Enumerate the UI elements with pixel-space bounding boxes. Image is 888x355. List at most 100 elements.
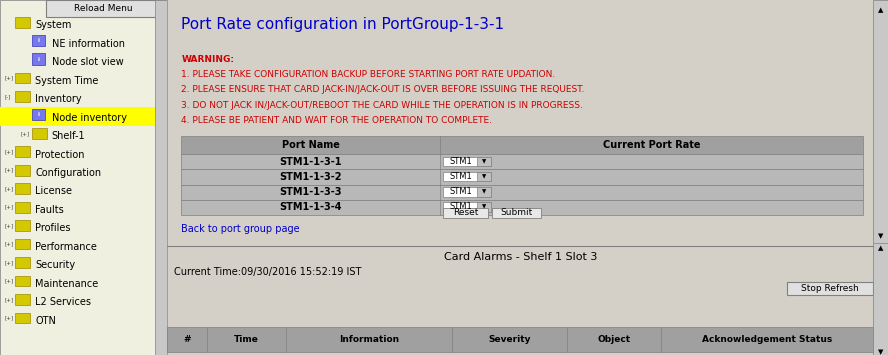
Text: L2 Services: L2 Services	[35, 297, 91, 307]
FancyBboxPatch shape	[15, 147, 30, 157]
FancyBboxPatch shape	[873, 243, 888, 355]
FancyBboxPatch shape	[443, 208, 488, 218]
FancyBboxPatch shape	[477, 157, 491, 166]
Text: [+]: [+]	[4, 316, 13, 321]
FancyBboxPatch shape	[181, 154, 863, 169]
FancyBboxPatch shape	[155, 0, 167, 355]
FancyBboxPatch shape	[15, 220, 30, 231]
Text: 3. DO NOT JACK IN/JACK-OUT/REBOOT THE CARD WHILE THE OPERATION IS IN PROGRESS.: 3. DO NOT JACK IN/JACK-OUT/REBOOT THE CA…	[181, 101, 583, 110]
Text: Shelf-1: Shelf-1	[52, 131, 85, 141]
Text: ▼: ▼	[482, 174, 487, 179]
Text: Card Alarms - Shelf 1 Slot 3: Card Alarms - Shelf 1 Slot 3	[444, 252, 597, 262]
Text: ▲: ▲	[877, 245, 884, 251]
Text: License: License	[35, 186, 72, 196]
FancyBboxPatch shape	[15, 91, 30, 102]
FancyBboxPatch shape	[0, 107, 155, 126]
FancyBboxPatch shape	[181, 185, 863, 200]
Text: STM1: STM1	[449, 157, 472, 166]
FancyBboxPatch shape	[32, 35, 45, 47]
Text: Reload Menu: Reload Menu	[75, 4, 133, 13]
Text: ▼: ▼	[482, 159, 487, 164]
Text: Submit: Submit	[500, 208, 533, 217]
Text: STM1-1-3-2: STM1-1-3-2	[280, 172, 342, 182]
Text: [+]: [+]	[4, 76, 13, 81]
Text: Node slot view: Node slot view	[52, 57, 123, 67]
FancyBboxPatch shape	[492, 208, 541, 218]
FancyBboxPatch shape	[477, 172, 491, 181]
Text: i: i	[37, 57, 39, 62]
Text: Port Rate configuration in PortGroup-1-3-1: Port Rate configuration in PortGroup-1-3…	[181, 17, 504, 32]
Text: 2. PLEASE ENSURE THAT CARD JACK-IN/JACK-OUT IS OVER BEFORE ISSUING THE REQUEST.: 2. PLEASE ENSURE THAT CARD JACK-IN/JACK-…	[181, 85, 584, 94]
Text: i: i	[37, 112, 39, 117]
Text: Current Time:09/30/2016 15:52:19 IST: Current Time:09/30/2016 15:52:19 IST	[174, 267, 361, 277]
Text: Object: Object	[598, 335, 630, 344]
Text: ▼: ▼	[877, 349, 884, 355]
FancyBboxPatch shape	[0, 0, 167, 355]
Text: OTN: OTN	[35, 316, 56, 326]
FancyBboxPatch shape	[15, 313, 30, 323]
Text: WARNING:: WARNING:	[181, 55, 234, 64]
Text: i: i	[37, 38, 39, 43]
FancyBboxPatch shape	[477, 202, 491, 212]
FancyBboxPatch shape	[15, 202, 30, 213]
FancyBboxPatch shape	[443, 172, 491, 181]
Text: ▼: ▼	[877, 233, 884, 239]
Text: [+]: [+]	[4, 279, 13, 284]
Text: #: #	[183, 335, 191, 344]
Text: Severity: Severity	[488, 335, 531, 344]
Text: [-]: [-]	[4, 94, 11, 99]
Text: [+]: [+]	[4, 242, 13, 247]
FancyBboxPatch shape	[15, 257, 30, 268]
Text: Profiles: Profiles	[35, 223, 70, 233]
Text: Information: Information	[339, 335, 399, 344]
Text: [+]: [+]	[4, 149, 13, 154]
Text: [+]: [+]	[4, 223, 13, 228]
Text: Stop Refresh: Stop Refresh	[801, 284, 859, 293]
Text: Inventory: Inventory	[35, 94, 82, 104]
FancyBboxPatch shape	[873, 0, 888, 243]
Text: Maintenance: Maintenance	[35, 279, 99, 289]
Text: Port Name: Port Name	[281, 140, 340, 150]
FancyBboxPatch shape	[15, 184, 30, 194]
Text: System Time: System Time	[35, 76, 99, 86]
FancyBboxPatch shape	[15, 165, 30, 176]
Text: Security: Security	[35, 260, 75, 270]
FancyBboxPatch shape	[32, 54, 45, 65]
FancyBboxPatch shape	[181, 200, 863, 215]
Text: Current Port Rate: Current Port Rate	[603, 140, 701, 150]
Text: Faults: Faults	[35, 205, 64, 215]
FancyBboxPatch shape	[32, 109, 45, 120]
Text: Node inventory: Node inventory	[52, 113, 127, 122]
Text: Back to port group page: Back to port group page	[181, 224, 300, 234]
Text: STM1: STM1	[449, 172, 472, 181]
FancyBboxPatch shape	[443, 202, 491, 212]
FancyBboxPatch shape	[15, 276, 30, 286]
Text: [+]: [+]	[4, 260, 13, 265]
Text: [+]: [+]	[4, 186, 13, 191]
FancyBboxPatch shape	[167, 327, 873, 352]
Text: Performance: Performance	[35, 242, 97, 252]
Text: Acknowledgement Status: Acknowledgement Status	[702, 335, 832, 344]
FancyBboxPatch shape	[15, 294, 30, 305]
Text: [+]: [+]	[20, 131, 30, 136]
FancyBboxPatch shape	[15, 73, 30, 83]
FancyBboxPatch shape	[787, 282, 873, 295]
Text: ▲: ▲	[877, 7, 884, 13]
Text: STM1-1-3-4: STM1-1-3-4	[280, 202, 342, 212]
Text: STM1: STM1	[449, 202, 472, 211]
Text: [+]: [+]	[4, 297, 13, 302]
Text: Configuration: Configuration	[35, 168, 101, 178]
FancyBboxPatch shape	[46, 0, 161, 17]
Text: Reset: Reset	[453, 208, 479, 217]
Text: [+]: [+]	[4, 168, 13, 173]
FancyBboxPatch shape	[15, 17, 30, 28]
Text: ▼: ▼	[482, 189, 487, 194]
Text: Time: Time	[234, 335, 258, 344]
Text: 1. PLEASE TAKE CONFIGURATION BACKUP BEFORE STARTING PORT RATE UPDATION.: 1. PLEASE TAKE CONFIGURATION BACKUP BEFO…	[181, 70, 556, 79]
Text: STM1-1-3-3: STM1-1-3-3	[280, 187, 342, 197]
FancyBboxPatch shape	[477, 187, 491, 197]
Text: 4. PLEASE BE PATIENT AND WAIT FOR THE OPERATION TO COMPLETE.: 4. PLEASE BE PATIENT AND WAIT FOR THE OP…	[181, 116, 492, 125]
FancyBboxPatch shape	[32, 128, 47, 139]
FancyBboxPatch shape	[15, 239, 30, 250]
Text: NE information: NE information	[52, 39, 124, 49]
